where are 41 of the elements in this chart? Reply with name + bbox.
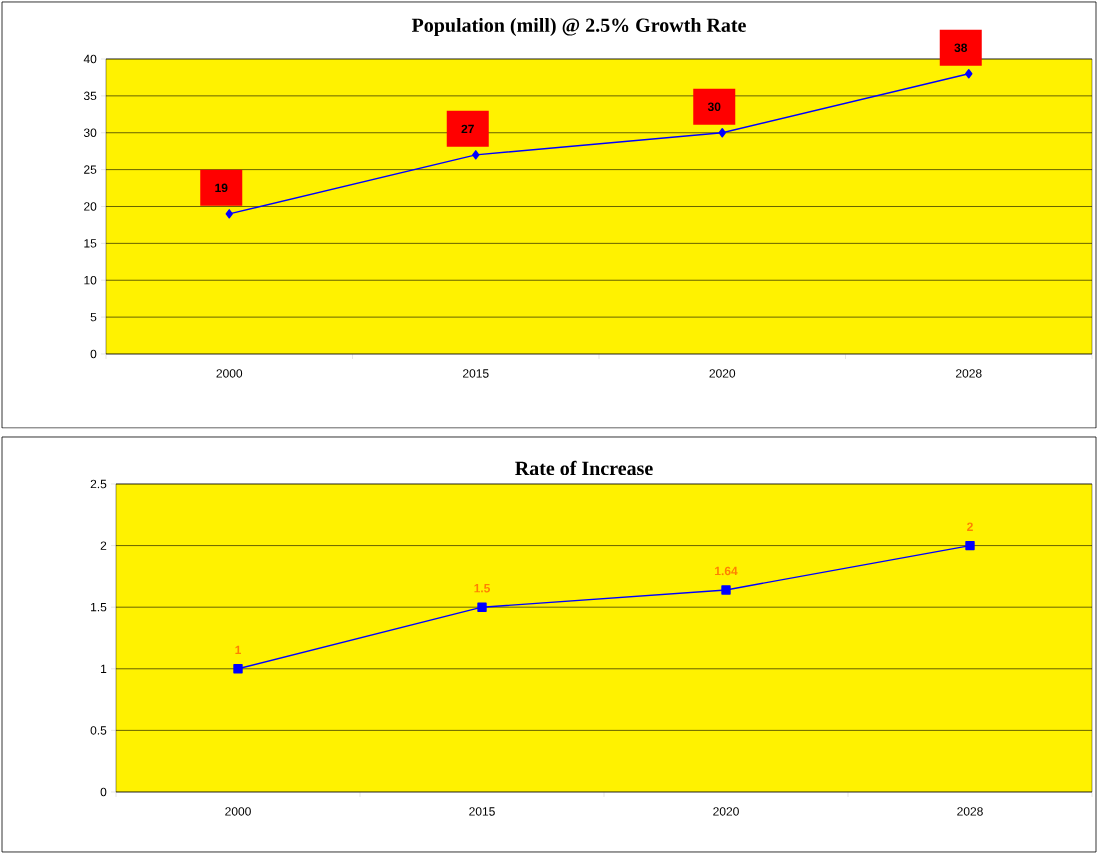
point — [965, 69, 973, 79]
point — [721, 585, 731, 595]
y-tick-label: 2.5 — [90, 479, 107, 489]
y-tick-label: 0 — [90, 349, 97, 359]
y-tick-label: 1.5 — [91, 603, 107, 612]
x-tick-label: 2015 — [469, 807, 495, 816]
data-label: 30 — [707, 102, 721, 111]
x-tick-label: 2020 — [713, 807, 739, 816]
x-tick-label: 2028 — [956, 369, 982, 378]
point — [233, 664, 243, 674]
data-label: 1 — [235, 645, 242, 655]
x-tick-label: 2000 — [216, 369, 243, 378]
y-tick-label: 35 — [83, 91, 97, 101]
data-label: 38 — [954, 43, 968, 52]
data-label: 27 — [461, 124, 474, 134]
y-tick-label: 40 — [83, 54, 97, 64]
point — [472, 150, 480, 160]
point — [477, 602, 487, 612]
y-tick-label: 1 — [101, 664, 107, 673]
y-tick-label: 20 — [84, 202, 97, 211]
x-tick-label: 2028 — [957, 807, 983, 816]
data-label: 1.5 — [474, 584, 491, 593]
y-tick-label: 15 — [84, 239, 97, 248]
data-label: 1.64 — [715, 566, 738, 576]
x-tick-label: 2015 — [463, 369, 489, 378]
chart-title: Population (mill) @ 2.5% Growth Rate — [411, 17, 746, 37]
data-label: 2 — [967, 522, 973, 531]
y-tick-label: 0 — [100, 787, 107, 797]
y-tick-label: 30 — [83, 128, 97, 137]
y-tick-label: 25 — [84, 165, 97, 174]
y-tick-label: 10 — [84, 275, 97, 285]
y-tick-label: 5 — [90, 312, 97, 322]
point — [225, 209, 233, 219]
y-tick-label: 2 — [100, 541, 107, 550]
y-tick-label: 0.5 — [90, 726, 107, 735]
x-tick-label: 2000 — [225, 807, 251, 816]
chart-title: Rate of Increase — [515, 460, 653, 476]
point — [965, 540, 975, 551]
data-label: 19 — [215, 183, 228, 193]
point — [718, 128, 726, 138]
x-tick-label: 2020 — [709, 369, 736, 378]
